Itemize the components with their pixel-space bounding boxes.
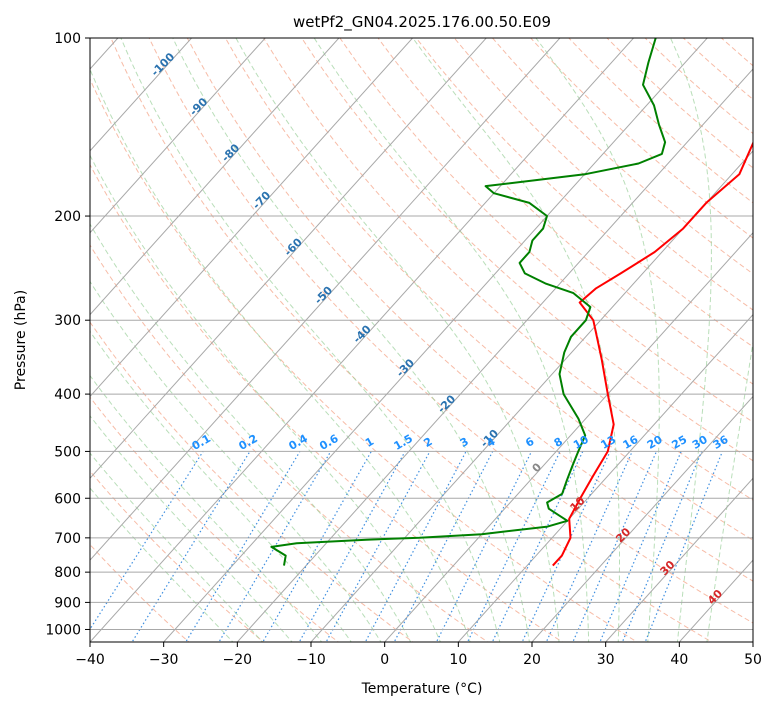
- profile-line: [552, 140, 753, 567]
- plot-frame: [89, 37, 754, 643]
- mixing-ratio-line: [218, 451, 332, 642]
- isotherm-line: [90, 38, 266, 234]
- x-tick-label: −40: [75, 652, 105, 668]
- x-tick-label: 40: [670, 652, 688, 668]
- y-tick-label: 200: [54, 209, 81, 225]
- mixing-ratio-line: [262, 451, 372, 642]
- dry-adiabat: [377, 38, 753, 385]
- isotherm-line: [90, 38, 193, 152]
- mixing-ratio-line: [185, 451, 301, 642]
- dry-adiabat: [90, 321, 414, 642]
- dry-adiabat: [186, 38, 753, 582]
- dry-adiabat: [760, 38, 775, 644]
- isotherm-line: [90, 38, 561, 561]
- dry-adiabat: [301, 38, 753, 462]
- y-tick-label: 700: [54, 531, 81, 547]
- y-tick-label: 1000: [45, 622, 81, 638]
- y-axis-label: Pressure (hPa): [13, 290, 29, 390]
- background-lines: [90, 38, 775, 644]
- isotherm-line: [90, 38, 414, 398]
- dry-adiabat: [90, 77, 638, 642]
- mixing-ratio-line: [599, 451, 682, 642]
- isotherm-line: [383, 231, 753, 642]
- mixing-ratio-line: [621, 451, 703, 642]
- x-tick-label: −30: [149, 652, 179, 668]
- y-tick-label: 100: [54, 31, 81, 47]
- isotherm-line: [752, 641, 753, 642]
- x-tick-label: 50: [744, 652, 762, 668]
- y-tick-label: 500: [54, 444, 81, 460]
- isotherm-line: [162, 38, 708, 642]
- moist-adiabat: [90, 154, 441, 642]
- isotherm-line: [90, 38, 340, 316]
- mixing-ratio-line: [364, 451, 467, 642]
- y-tick-label: 300: [54, 313, 81, 329]
- y-tick-label: 600: [54, 491, 81, 507]
- mixing-ratio-line: [644, 451, 723, 642]
- x-axis-label: Temperature (°C): [361, 681, 483, 697]
- chart-title: wetPf2_GN04.2025.176.00.50.E09: [293, 13, 551, 32]
- isotherm-line: [310, 150, 753, 642]
- isotherm-line: [457, 313, 753, 642]
- x-tick-label: 0: [380, 652, 389, 668]
- y-tick-label: 800: [54, 565, 81, 581]
- y-tick-label: 900: [54, 595, 81, 611]
- mixing-ratio-line: [298, 451, 406, 642]
- dry-adiabat: [263, 38, 753, 501]
- profile-line: [270, 38, 667, 566]
- isotherm-line: [90, 38, 487, 480]
- y-axis-ticks: 100 200 300 400 500 600 700 800 900 1000: [45, 31, 90, 638]
- mixing-ratio-line: [325, 451, 431, 642]
- dry-adiabat: [415, 38, 753, 348]
- plot-area: [90, 38, 753, 642]
- mixing-ratio-line: [521, 451, 611, 642]
- isotherm-line: [90, 38, 635, 642]
- x-tick-label: 20: [523, 652, 541, 668]
- x-tick-label: 30: [597, 652, 615, 668]
- isotherm-line: [604, 477, 753, 642]
- x-tick-label: 10: [449, 652, 467, 668]
- mixing-ratio-line: [393, 451, 494, 642]
- mixing-ratio-line: [131, 451, 251, 642]
- moist-adiabat: [90, 374, 323, 642]
- mixing-ratio-line: [545, 451, 633, 642]
- y-tick-label: 400: [54, 387, 81, 403]
- x-tick-label: −20: [223, 652, 253, 668]
- profiles: [270, 38, 753, 567]
- mixing-ratio-line: [572, 451, 658, 642]
- x-axis-ticks: −40 −30 −20 −10 0 10 20 30 40 50: [75, 642, 762, 668]
- x-tick-label: −10: [296, 652, 326, 668]
- isotherm-line: [531, 395, 753, 642]
